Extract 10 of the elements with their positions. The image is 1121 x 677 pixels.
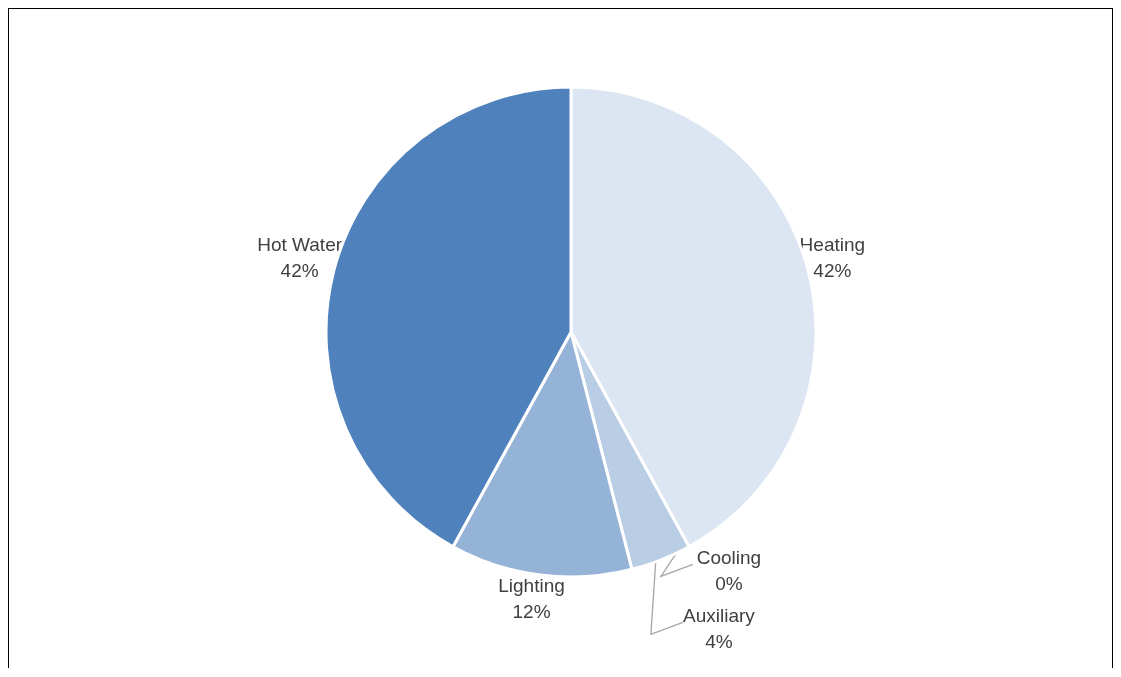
slice-label: Lighting: [498, 574, 565, 596]
data-label: 42%: [280, 259, 319, 281]
slice-label: Auxiliary: [682, 605, 756, 627]
slice-label: Heating: [799, 233, 866, 255]
data-label: 4%: [705, 631, 733, 653]
data-label: 12%: [512, 600, 551, 622]
data-label: 42%: [813, 259, 852, 281]
slice-label: Hot Water: [257, 233, 343, 255]
legend-label: Cooling: [696, 547, 762, 569]
text: 0%: [715, 573, 743, 595]
